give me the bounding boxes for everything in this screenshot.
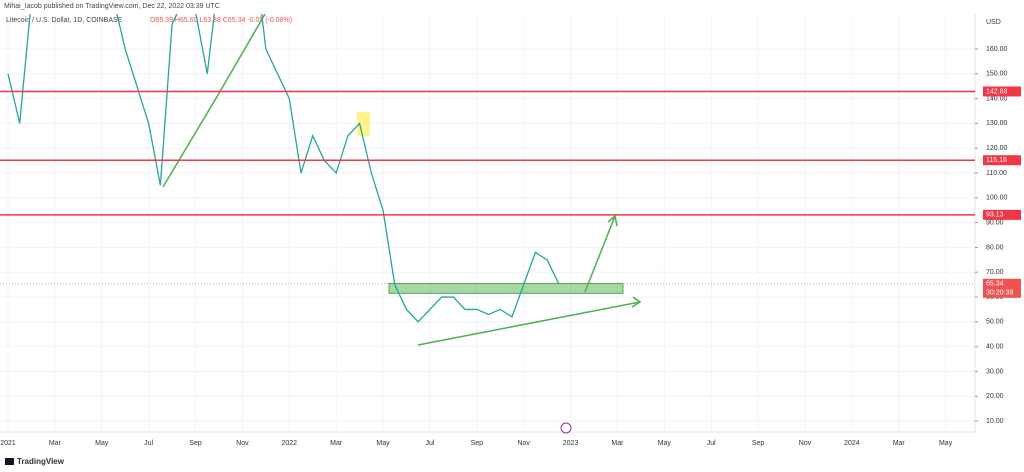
x-tick-label: May <box>95 440 109 447</box>
x-tick-label: Nov <box>799 440 812 447</box>
trend-line <box>162 14 266 188</box>
x-tick-label: Sep <box>189 440 202 447</box>
y-tick-label: 160.00 <box>986 46 1008 53</box>
x-tick-label: Jul <box>425 440 434 447</box>
y-tick-label: 150.00 <box>986 71 1008 78</box>
y-tick-label: 100.00 <box>986 195 1008 202</box>
y-tick-label: 50.00 <box>986 319 1004 326</box>
trend-line <box>584 215 616 293</box>
level-tag <box>983 155 1021 166</box>
publisher: Mihai_Iacob published on TradingView.com… <box>4 3 220 10</box>
y-tick-label: 30.00 <box>986 368 1004 375</box>
drawings <box>162 14 642 346</box>
y-tick-label: 120.00 <box>986 145 1008 152</box>
y-tick-label: 110.00 <box>986 170 1007 177</box>
x-tick-label: May <box>658 440 672 447</box>
y-tick-label: 10.00 <box>986 418 1004 425</box>
x-tick-label: Mar <box>330 440 343 447</box>
y-tick-label: 90.00 <box>986 219 1004 226</box>
y-tick-label: 140.00 <box>986 95 1008 102</box>
price-tag <box>983 278 1021 298</box>
price-line <box>7 14 560 323</box>
x-tick-label: May <box>939 440 953 447</box>
x-tick-label: 2024 <box>844 440 860 447</box>
x-tick-label: 2023 <box>563 440 579 447</box>
y-tick-label: 130.00 <box>986 120 1008 127</box>
trend-line <box>417 301 641 346</box>
plot-area <box>7 14 624 323</box>
level-tag <box>983 209 1021 220</box>
x-tick-label: 2022 <box>281 440 297 447</box>
arrow-head <box>631 296 642 308</box>
x-tick-label: Mar <box>611 440 624 447</box>
x-tick-label: May <box>376 440 390 447</box>
level-label: 93.13 <box>986 212 1004 219</box>
y-tick-label: 70.00 <box>986 269 1004 276</box>
support-zone <box>388 282 624 294</box>
y-tick-label: 80.00 <box>986 244 1004 251</box>
brand: TradingView <box>17 457 65 466</box>
x-tick-label: 2021 <box>0 440 16 447</box>
x-tick-label: Nov <box>517 440 530 447</box>
arrow-head <box>607 214 618 227</box>
countdown: 30:20:39 <box>986 290 1013 297</box>
x-tick-label: Jul <box>144 440 153 447</box>
symbol-title: Litecoin / U.S. Dollar, 1D, COINBASE <box>6 17 123 24</box>
currency: USD <box>986 19 1001 26</box>
y-tick-label: 20.00 <box>986 393 1004 400</box>
x-tick-label: Mar <box>49 440 62 447</box>
ohlc: O65.39 H65.60 L63.88 C65.34 -0.05 (-0.08… <box>150 17 292 24</box>
x-tick-label: Sep <box>752 440 765 447</box>
level-tag <box>983 86 1021 97</box>
x-tick-label: Sep <box>471 440 484 447</box>
brand-logo <box>5 458 14 465</box>
x-tick-label: Nov <box>236 440 249 447</box>
level-label: 142.88 <box>986 88 1008 95</box>
highlight <box>357 112 370 136</box>
event-marker <box>560 422 572 434</box>
last-price-label: 65.34 <box>986 281 1004 288</box>
x-tick-label: Jul <box>707 440 716 447</box>
level-label: 115.16 <box>986 157 1007 164</box>
y-tick-label: 40.00 <box>986 344 1004 351</box>
x-tick-label: Mar <box>893 440 906 447</box>
